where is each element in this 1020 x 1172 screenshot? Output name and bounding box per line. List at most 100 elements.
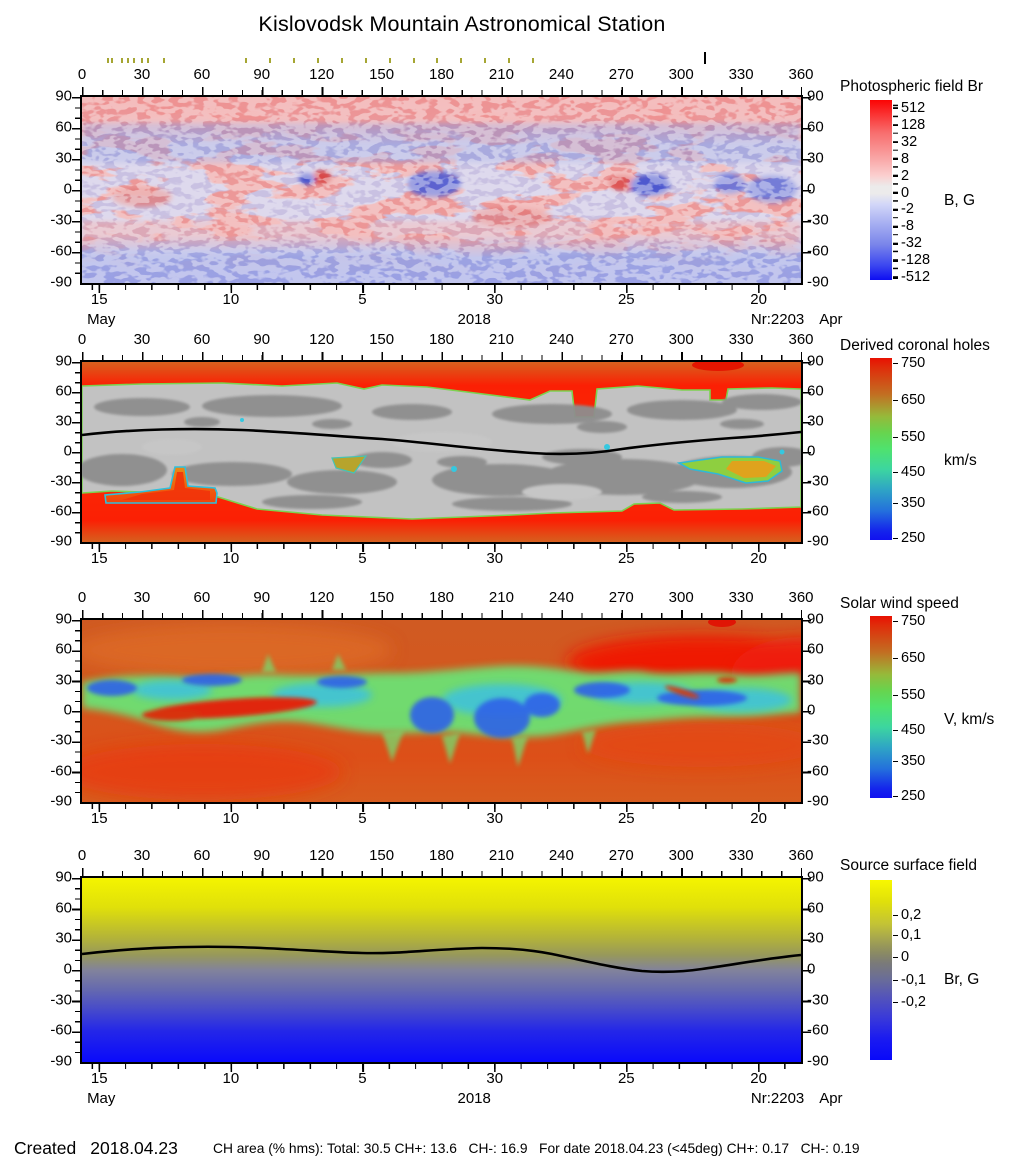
photospheric-map-panel: [80, 95, 803, 285]
lon-tick-label: 60: [193, 589, 211, 606]
lon-tick-label: 90: [253, 589, 271, 606]
date-tick-label: 10: [222, 291, 240, 308]
lat-tick-label: 60: [807, 118, 824, 136]
lat-axis-left-p2: 90 60 30 0 -30 -60 -90: [26, 353, 72, 550]
lon-tick-label: 180: [428, 66, 455, 83]
lat-tick-label: -60: [50, 1021, 72, 1039]
colorbar-labels-photospheric: 512 128 32 8 2 0 -2 -8 -32 -128 -512: [892, 100, 957, 285]
colorbar-tick-label: -0,1: [893, 972, 926, 989]
lon-tick-label: 240: [548, 589, 574, 606]
unit-label-v-kms: V, km/s: [944, 711, 995, 728]
colorbar-tick-label: 550: [892, 686, 926, 703]
date-tick-label: 5: [358, 550, 367, 567]
lat-tick-label: -60: [807, 762, 829, 780]
lat-tick-label: -30: [807, 731, 829, 749]
lat-tick-label: 30: [55, 671, 72, 689]
date-tick-label: 25: [617, 550, 635, 567]
lon-tick-label: 300: [668, 66, 694, 83]
lon-tick-label: 30: [133, 331, 151, 348]
lon-tick-label: 270: [608, 331, 634, 348]
colorbar-tick-label: -32: [893, 235, 922, 252]
lon-tick-label: 210: [488, 66, 514, 83]
colorbar-tick-label: 350: [892, 495, 926, 512]
colorbar-tick-label: 0: [892, 184, 910, 201]
lon-tick-label: 210: [488, 589, 514, 606]
lon-tick-label: 60: [193, 847, 211, 864]
lon-tick-label: 150: [369, 331, 395, 348]
lat-tick-label: 90: [807, 87, 824, 105]
lat-axis-right-p1: 90 60 30 0 -30 -60 -90: [807, 88, 853, 291]
lat-tick-label: 90: [55, 352, 72, 370]
lat-tick-label: 30: [55, 149, 72, 167]
lon-tick-label: 120: [309, 589, 335, 606]
lon-tick-label: 0: [77, 847, 87, 864]
lat-tick-label: 0: [63, 442, 72, 460]
lon-tick-label: 150: [369, 847, 395, 864]
lat-tick-label: 60: [807, 382, 824, 400]
lon-tick-label: 330: [728, 66, 754, 83]
lat-tick-label: -30: [50, 731, 72, 749]
lat-tick-label: -60: [50, 502, 72, 520]
lon-tick-label: 330: [728, 589, 754, 606]
lon-tick-label: 90: [253, 331, 271, 348]
legend-title-photospheric: Photospheric field Br: [840, 78, 984, 95]
created-label: Created: [14, 1138, 77, 1158]
date-tick-label: 30: [486, 291, 504, 308]
colorbar-solar-wind: [870, 616, 892, 798]
date-tick-label: 20: [750, 1070, 767, 1087]
colorbar-tick-label: 128: [892, 116, 926, 133]
colorbar-tick-label: 450: [892, 721, 926, 738]
date-tick-label: 15: [90, 1070, 108, 1087]
date-tick-label: 25: [617, 810, 635, 827]
lat-minor-ticks-left-p3: [75, 620, 80, 802]
lat-tick-label: 30: [807, 929, 824, 947]
lat-tick-label: 60: [55, 382, 72, 400]
lat-tick-label: -90: [50, 792, 72, 810]
date-tick-label: 5: [358, 1070, 367, 1087]
solar-wind-map: [82, 620, 801, 802]
created-line: Created 2018.04.23: [14, 1138, 178, 1159]
lat-tick-label: 0: [807, 442, 816, 460]
lat-tick-label: 0: [807, 701, 816, 719]
lon-tick-label: 270: [608, 589, 634, 606]
lat-tick-label: 90: [807, 610, 824, 628]
lat-tick-label: 90: [55, 868, 72, 886]
colorbar-tick-label: 0,2: [892, 906, 922, 923]
date-minor-ticks-p1: [82, 285, 801, 290]
lon-axis-top-p1: 0 30 60 90 120 150 180 210 240 270 300 330 360: [78, 66, 814, 83]
lon-tick-label: 180: [428, 331, 455, 348]
lat-tick-label: 60: [807, 899, 824, 917]
lat-tick-label: 60: [55, 899, 72, 917]
lat-tick-label: 0: [807, 180, 816, 198]
colorbar-coronal-holes: [870, 358, 892, 540]
lon-minor-ticks-p2: [82, 355, 802, 360]
lat-tick-label: -60: [50, 242, 72, 260]
lat-major-ticks-right-p1: [803, 97, 811, 283]
colorbar-source-surface: [870, 880, 892, 1060]
lon-tick-label: 150: [369, 589, 395, 606]
colorbar-labels-solar-wind: 750 650 550 450 350 250: [892, 613, 957, 804]
date-tick-label: 5: [358, 810, 367, 827]
date-tick-label: 20: [750, 810, 767, 827]
lat-tick-label: -30: [807, 211, 829, 229]
lon-tick-label: 0: [77, 331, 87, 348]
rotation-number-label: Nr:2203: [750, 1090, 805, 1107]
lon-tick-label: 180: [428, 589, 455, 606]
lon-tick-label: 30: [133, 847, 151, 864]
date-tick-label: 25: [617, 291, 635, 308]
lon-tick-label: 90: [253, 847, 271, 864]
lat-tick-label: 60: [55, 118, 72, 136]
lat-tick-label: 30: [807, 149, 824, 167]
lon-tick-label: 360: [788, 331, 814, 348]
colorbar-tick-label: 2: [892, 167, 910, 184]
date-minor-ticks-p2: [82, 544, 801, 549]
date-axis-p2: 15 10 5 30 25 20: [82, 550, 801, 567]
lat-tick-label: 60: [807, 640, 824, 658]
lon-tick-label: 270: [608, 66, 634, 83]
lat-axis-left-p3: 90 60 30 0 -30 -60 -90: [26, 611, 72, 810]
unit-label-bg: B, G: [944, 192, 976, 209]
date-tick-label: 15: [90, 291, 108, 308]
lon-tick-label: 300: [668, 331, 694, 348]
unit-label-br-g: Br, G: [944, 971, 980, 988]
lat-major-ticks-right-p4: [803, 878, 811, 1062]
